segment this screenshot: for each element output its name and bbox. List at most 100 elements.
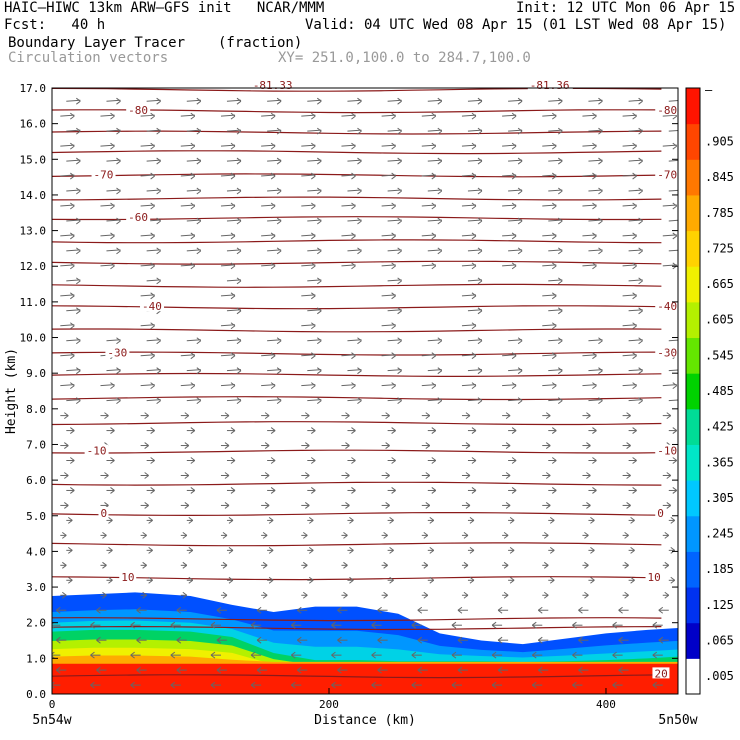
- vector-arrow: [267, 129, 282, 132]
- y-tick-label: 11.0: [20, 296, 47, 309]
- vector-arrowhead: [76, 217, 81, 225]
- vector-arrow: [381, 204, 396, 207]
- vector-arrowhead: [557, 127, 563, 135]
- vector-arrow: [427, 399, 442, 402]
- vector-arrow: [668, 129, 678, 132]
- vector-arrow: [226, 369, 242, 372]
- vector-arrow: [341, 204, 356, 207]
- vector-arrow: [467, 219, 482, 222]
- vector-arrowhead: [236, 127, 242, 135]
- vector-arrowhead: [276, 397, 282, 405]
- vector-arrow: [60, 174, 75, 177]
- vector-arrow: [341, 384, 356, 387]
- vector-arrow: [60, 264, 75, 267]
- vector-arrow: [662, 144, 677, 147]
- vector-arrowhead: [491, 621, 497, 629]
- vector-arrowhead: [598, 247, 603, 255]
- colorbar-label: .125: [705, 598, 734, 612]
- contour-label: -81.36: [530, 79, 570, 92]
- vector-arrow: [467, 339, 482, 342]
- vector-arrow: [381, 144, 396, 147]
- vector-arrowhead: [584, 561, 589, 569]
- vector-arrowhead: [391, 457, 396, 464]
- vector-arrowhead: [557, 97, 563, 105]
- vector-arrowhead: [64, 442, 69, 449]
- contour-line: [52, 542, 662, 547]
- vector-arrowhead: [551, 112, 557, 120]
- vector-arrowhead: [236, 217, 242, 225]
- vector-arrow: [427, 159, 442, 162]
- vector-arrow: [66, 129, 81, 132]
- vector-arrowhead: [351, 172, 356, 180]
- vector-arrowhead: [150, 382, 155, 390]
- vector-arrow: [226, 99, 242, 102]
- vector-arrowhead: [385, 442, 390, 449]
- x-tick-label: 0: [49, 698, 56, 711]
- vector-arrow: [427, 249, 442, 252]
- vector-arrowhead: [437, 217, 443, 225]
- vector-arrowhead: [316, 337, 322, 345]
- vector-arrow: [301, 144, 316, 147]
- vector-arrowhead: [302, 591, 308, 599]
- vector-arrowhead: [331, 651, 336, 659]
- vector-arrowhead: [545, 472, 551, 479]
- vector-arrow: [186, 219, 201, 222]
- vector-arrowhead: [557, 367, 563, 375]
- vector-arrow: [588, 219, 603, 222]
- vector-arrow: [548, 99, 563, 102]
- vector-arrowhead: [578, 666, 583, 674]
- vector-arrowhead: [150, 172, 155, 180]
- vector-arrowhead: [250, 651, 256, 659]
- vector-arrow: [542, 144, 557, 147]
- vector-arrowhead: [391, 292, 396, 300]
- vector-arrowhead: [638, 277, 643, 285]
- vector-arrowhead: [310, 352, 316, 360]
- vector-arrowhead: [230, 172, 236, 180]
- vector-arrow: [548, 369, 563, 372]
- vector-arrow: [668, 159, 678, 162]
- vector-arrow: [261, 354, 276, 357]
- contour-line: [52, 512, 662, 517]
- vector-arrowhead: [108, 516, 113, 524]
- vector-arrow: [226, 309, 242, 312]
- vector-arrow: [140, 264, 155, 267]
- vector-arrow: [341, 264, 356, 267]
- vector-arrow: [668, 249, 678, 252]
- vector-arrowhead: [150, 352, 155, 360]
- vector-arrowhead: [457, 606, 463, 614]
- vector-arrowhead: [598, 367, 603, 375]
- vector-arrowhead: [511, 457, 517, 464]
- vector-arrowhead: [156, 127, 161, 135]
- vector-arrowhead: [276, 127, 282, 135]
- vector-arrowhead: [110, 262, 115, 270]
- vector-arrowhead: [537, 666, 543, 674]
- vector-arrow: [461, 234, 476, 237]
- vector-arrow: [267, 99, 282, 102]
- vector-arrowhead: [270, 172, 276, 180]
- vector-arrow: [220, 384, 236, 387]
- vector-arrowhead: [236, 337, 242, 345]
- vector-arrowhead: [503, 531, 509, 539]
- vector-arrowhead: [256, 666, 262, 674]
- vector-arrowhead: [423, 531, 429, 539]
- vector-arrowhead: [632, 142, 637, 150]
- vector-arrowhead: [371, 651, 376, 659]
- colorbar: .005 .065 .125 .185 .245 .305 .365 .425 .485 .545…: [685, 83, 734, 695]
- vector-arrowhead: [337, 606, 342, 614]
- vector-arrowhead: [431, 382, 437, 390]
- vector-arrowhead: [148, 546, 153, 554]
- vector-arrow: [267, 219, 282, 222]
- vector-arrowhead: [110, 427, 115, 434]
- vector-arrow: [381, 294, 396, 297]
- vector-arrow: [502, 174, 517, 177]
- vector-arrowhead: [531, 621, 537, 629]
- vector-arrowhead: [411, 621, 417, 629]
- contour-label: -70: [94, 168, 114, 181]
- vector-arrowhead: [130, 621, 135, 629]
- vector-arrowhead: [664, 531, 670, 539]
- vector-arrowhead: [150, 262, 155, 270]
- vector-arrowhead: [431, 142, 437, 150]
- vector-arrowhead: [638, 247, 643, 255]
- vector-arrowhead: [351, 457, 356, 464]
- vector-arrowhead: [357, 187, 362, 195]
